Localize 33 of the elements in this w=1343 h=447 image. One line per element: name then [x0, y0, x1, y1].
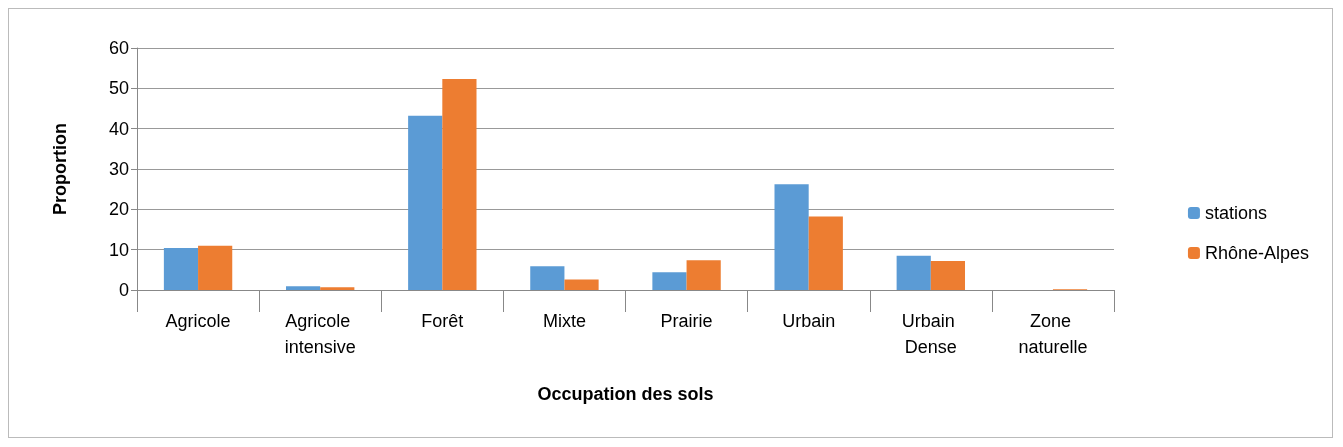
bar [198, 245, 233, 290]
bar [896, 255, 931, 290]
bar [808, 216, 843, 290]
bar [408, 115, 443, 290]
legend-label: stations [1204, 203, 1267, 223]
x-tick-label: Zone naturelle [1018, 311, 1088, 357]
bar [652, 272, 687, 290]
bar [285, 286, 321, 290]
bar [564, 279, 599, 290]
bar [930, 260, 966, 290]
bar [530, 266, 565, 290]
x-tick-label: Forêt [421, 311, 464, 331]
y-tick-label: 30 [108, 159, 129, 179]
y-tick-label: 60 [108, 38, 129, 58]
x-tick-label: Mixte [542, 311, 586, 331]
y-tick-label: 40 [108, 118, 129, 139]
bar [774, 184, 809, 290]
legend-label: Rhône-Alpes [1204, 243, 1309, 263]
bar [442, 79, 477, 290]
x-tick-label: Urbain Dense [901, 311, 960, 357]
y-axis-title: Proportion [50, 123, 70, 215]
y-tick-label: 10 [108, 239, 129, 260]
bar [320, 287, 355, 290]
x-tick-label: Urbain [782, 311, 836, 331]
y-tick-label: 0 [118, 280, 129, 300]
y-tick-label: 20 [108, 199, 129, 220]
bar [163, 248, 199, 290]
x-tick-label: Agricole [165, 311, 231, 331]
x-tick-label: Agricole intensive [284, 311, 356, 357]
x-axis-title: Occupation des sols [537, 384, 714, 404]
y-tick-label: 50 [108, 78, 129, 99]
bar [686, 260, 721, 290]
x-tick-label: Prairie [660, 311, 713, 331]
